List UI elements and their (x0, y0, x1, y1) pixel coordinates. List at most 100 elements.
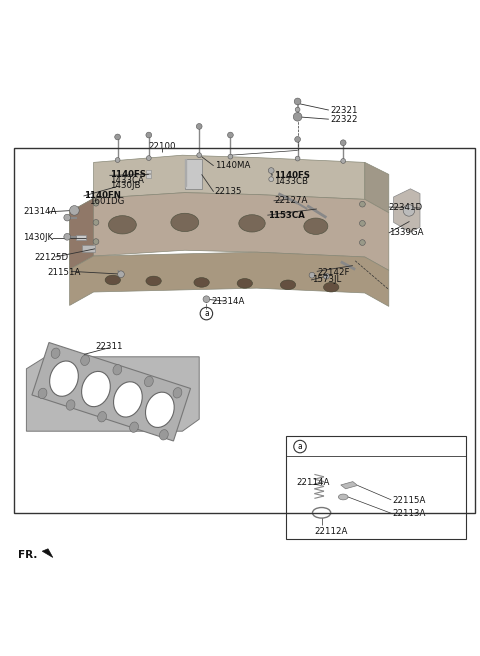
Ellipse shape (108, 216, 136, 234)
Ellipse shape (145, 392, 174, 428)
Ellipse shape (144, 377, 153, 386)
Circle shape (70, 205, 79, 215)
Ellipse shape (171, 213, 199, 232)
Bar (146, 170, 151, 173)
Ellipse shape (130, 422, 138, 432)
Text: 1140FS: 1140FS (274, 171, 310, 180)
Text: 1430JK: 1430JK (23, 234, 53, 242)
Text: 1339GA: 1339GA (389, 228, 423, 237)
Text: 22127A: 22127A (275, 196, 308, 205)
Bar (146, 174, 151, 178)
Ellipse shape (66, 400, 75, 410)
Circle shape (268, 168, 274, 173)
Ellipse shape (237, 279, 252, 288)
Bar (82, 245, 95, 252)
Text: 22311: 22311 (96, 342, 123, 351)
Bar (76, 236, 86, 240)
Polygon shape (94, 155, 365, 199)
Circle shape (341, 159, 346, 163)
Bar (14, 148, 475, 513)
Text: 1601DG: 1601DG (89, 197, 125, 206)
Ellipse shape (304, 218, 328, 234)
Circle shape (340, 140, 346, 146)
Text: a: a (298, 442, 302, 451)
Text: 1140FN: 1140FN (84, 191, 121, 200)
Circle shape (324, 274, 329, 279)
Circle shape (196, 123, 202, 129)
Text: 1140MA: 1140MA (215, 161, 250, 171)
Circle shape (228, 154, 233, 159)
Polygon shape (70, 193, 389, 270)
Circle shape (360, 220, 365, 226)
Ellipse shape (324, 282, 339, 292)
Text: 22100: 22100 (148, 142, 176, 151)
Text: 1433CB: 1433CB (274, 176, 308, 186)
Circle shape (115, 134, 120, 140)
Ellipse shape (81, 355, 89, 365)
Circle shape (93, 239, 99, 245)
Text: 21314A: 21314A (23, 207, 57, 216)
Ellipse shape (194, 277, 209, 287)
Text: 22115A: 22115A (393, 496, 426, 505)
Ellipse shape (105, 276, 120, 285)
Ellipse shape (82, 371, 110, 407)
Circle shape (360, 239, 365, 245)
Polygon shape (42, 549, 53, 558)
FancyBboxPatch shape (32, 342, 191, 441)
Circle shape (269, 177, 274, 182)
Ellipse shape (51, 348, 60, 358)
Circle shape (118, 271, 124, 277)
Text: 1430JB: 1430JB (110, 182, 141, 190)
Polygon shape (26, 357, 199, 431)
Circle shape (360, 201, 365, 207)
Text: 1153CA: 1153CA (268, 211, 305, 220)
Text: 1140FS: 1140FS (110, 170, 146, 179)
Text: 22321: 22321 (330, 106, 358, 115)
Polygon shape (70, 252, 389, 306)
Text: 22142F: 22142F (318, 268, 350, 277)
Text: 22135: 22135 (215, 187, 242, 196)
Circle shape (295, 156, 300, 161)
Bar (185, 159, 202, 189)
Circle shape (64, 215, 71, 221)
Circle shape (64, 234, 71, 240)
Ellipse shape (113, 365, 122, 375)
Circle shape (294, 98, 301, 105)
Text: 1433CA: 1433CA (110, 176, 144, 184)
Circle shape (197, 153, 202, 157)
Circle shape (93, 220, 99, 225)
Ellipse shape (49, 361, 78, 396)
Ellipse shape (159, 430, 168, 440)
Ellipse shape (173, 388, 182, 398)
Text: 21314A: 21314A (211, 297, 245, 306)
Polygon shape (70, 198, 94, 270)
Text: 22112A: 22112A (314, 527, 348, 537)
Circle shape (115, 157, 120, 163)
Text: 22125D: 22125D (35, 253, 69, 262)
Bar (286, 436, 466, 539)
Circle shape (295, 136, 300, 142)
Text: 22114A: 22114A (297, 478, 330, 487)
Text: FR.: FR. (18, 550, 37, 560)
Ellipse shape (239, 215, 265, 232)
Circle shape (309, 272, 315, 278)
Ellipse shape (38, 388, 47, 399)
Circle shape (203, 296, 210, 302)
Polygon shape (365, 163, 389, 213)
Ellipse shape (338, 494, 348, 500)
Circle shape (403, 205, 415, 216)
Text: a: a (204, 309, 209, 318)
Ellipse shape (280, 280, 296, 289)
Text: 22341D: 22341D (389, 203, 423, 211)
Circle shape (93, 200, 99, 206)
Ellipse shape (146, 276, 161, 286)
Text: 21151A: 21151A (47, 268, 81, 277)
Text: 1573JL: 1573JL (312, 276, 341, 285)
Circle shape (295, 107, 300, 112)
Polygon shape (185, 159, 187, 189)
Circle shape (228, 132, 233, 138)
Text: 22322: 22322 (330, 115, 358, 124)
Circle shape (293, 112, 302, 121)
Polygon shape (341, 482, 358, 489)
Ellipse shape (114, 382, 142, 417)
